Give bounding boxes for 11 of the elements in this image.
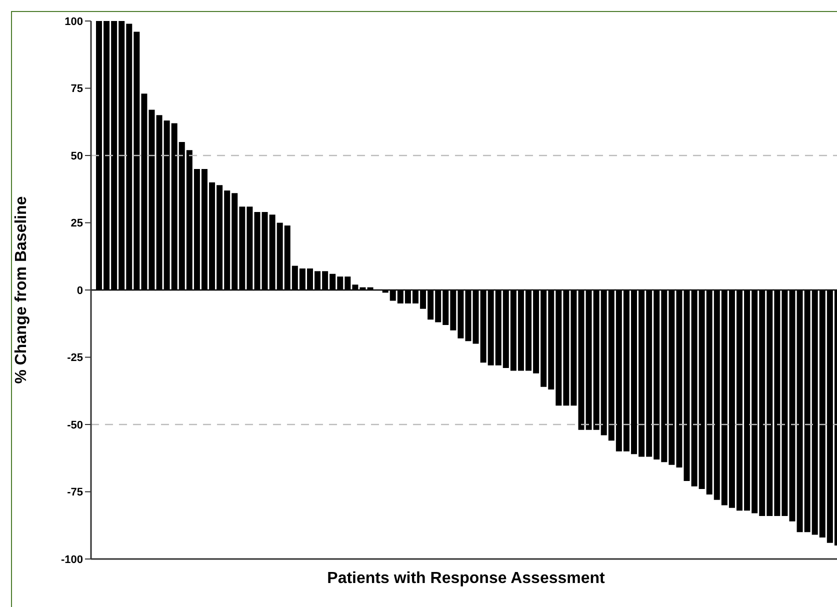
y-tick-label: 75 — [70, 83, 83, 96]
y-tick-label: 0 — [76, 284, 83, 297]
y-tick-label: 100 — [64, 16, 83, 28]
y-tick-label: -50 — [67, 419, 83, 432]
y-tick-label: -75 — [67, 486, 83, 499]
y-axis-title: % Change from Baseline — [13, 196, 31, 384]
x-axis-title: Patients with Response Assessment — [326, 570, 606, 588]
y-tick-label: 25 — [70, 218, 83, 230]
y-tick-label: -25 — [67, 352, 83, 364]
y-tick-label: 50 — [70, 150, 83, 162]
y-tick-label: -100 — [60, 554, 83, 566]
